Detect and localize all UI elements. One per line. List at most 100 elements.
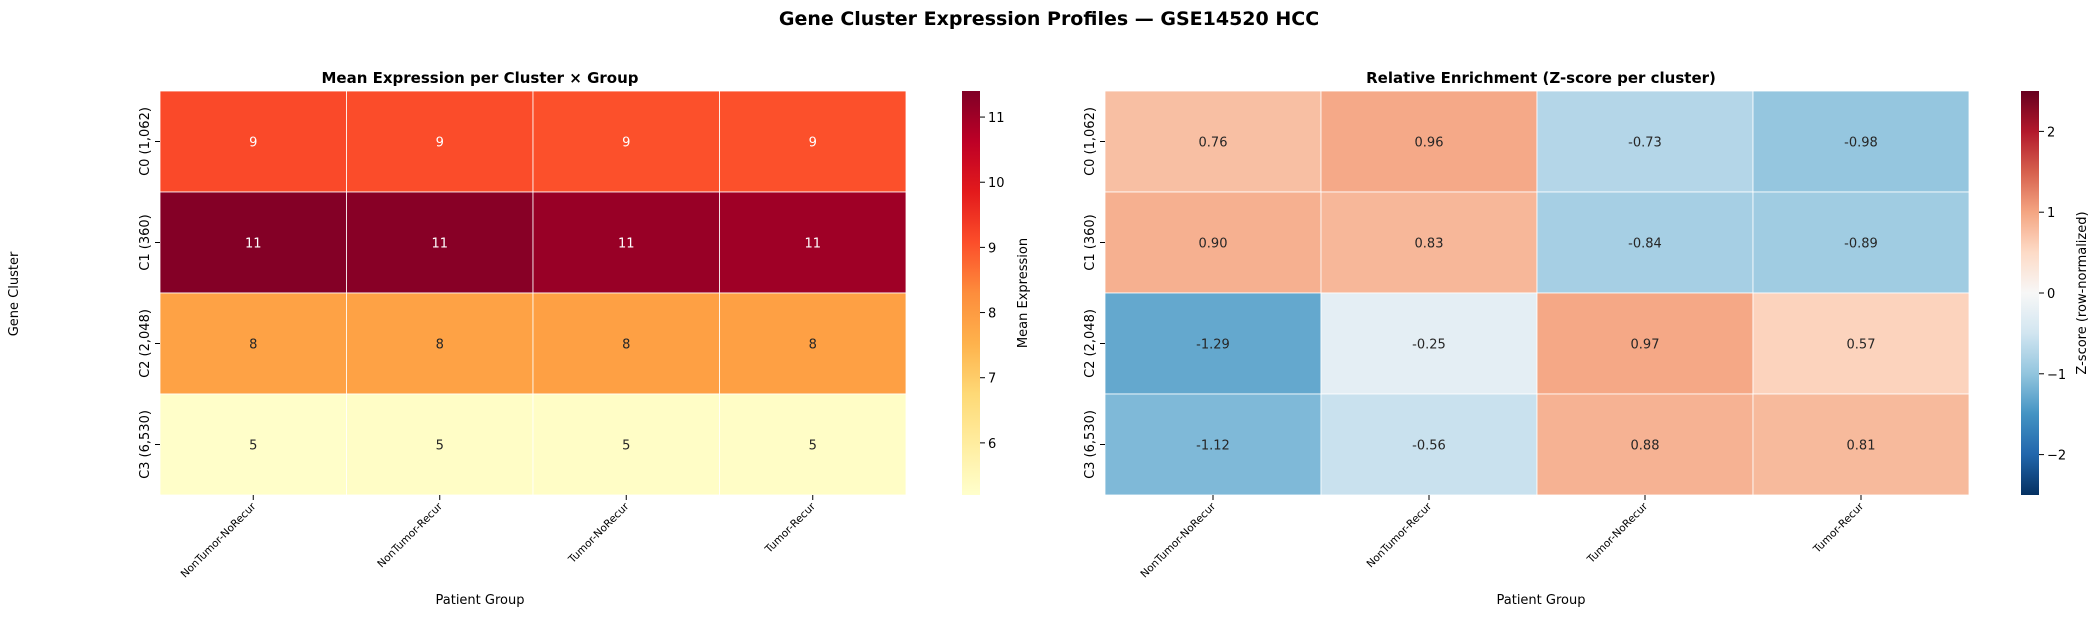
heatmap-mean-expression-colorbar-gradient [962, 91, 980, 495]
heatmap-mean-expression-cell-label: 9 [436, 136, 444, 151]
heatmap-mean-expression-xtick-label: Tumor-Recur [762, 500, 818, 556]
heatmap-mean-expression-cell-label: 8 [436, 338, 444, 353]
heatmap-zscore-cell-label: 0.76 [1199, 136, 1228, 151]
heatmap-zscore-colorbar-tick-label: −1 [2047, 368, 2066, 383]
heatmap-mean-expression-colorbar-tick-label: 11 [988, 111, 1005, 126]
heatmap-mean-expression-cell [159, 393, 347, 496]
heatmap-zscore-cell [1536, 191, 1754, 294]
heatmap-zscore-cell-label: 0.88 [1631, 439, 1660, 454]
heatmap-mean-expression-cell [346, 393, 534, 496]
heatmap-mean-expression-colorbar-tick-label: 8 [988, 307, 996, 322]
heatmap-zscore-cell [1320, 191, 1538, 294]
heatmap-mean-expression-cell-label: 5 [622, 439, 630, 454]
heatmap-mean-expression-yticks: C0 (1,062) C1 (360) C2 (2,048) C3 (6,530) [138, 107, 160, 479]
heatmap-zscore-cell [1536, 90, 1754, 193]
heatmap-zscore-cell [1104, 191, 1322, 294]
heatmap-mean-expression-cell-label: 11 [431, 237, 448, 252]
heatmap-mean-expression-colorbar-tick-label: 10 [988, 176, 1005, 191]
heatmap-mean-expression-title: Mean Expression per Cluster × Group [321, 69, 638, 87]
heatmap-mean-expression-xtick-label: NonTumor-Recur [375, 500, 445, 570]
heatmap-mean-expression-cell-label: 9 [809, 136, 817, 151]
heatmap-zscore-cell-label: -0.73 [1628, 136, 1662, 151]
heatmap-mean-expression-cell [719, 393, 907, 496]
heatmap-zscore-xtick-label: Tumor-NoRecur [1584, 500, 1650, 566]
heatmap-zscore-xlabel: Patient Group [1497, 593, 1586, 608]
heatmap-zscore-cell-label: -0.89 [1844, 237, 1878, 252]
heatmap-zscore-cell-label: 0.81 [1847, 439, 1876, 454]
heatmap-mean-expression-cell-label: 5 [436, 439, 444, 454]
heatmap-zscore-colorbar-tick-label: 1 [2047, 206, 2055, 221]
heatmap-zscore-xtick-label: NonTumor-Recur [1364, 500, 1434, 570]
heatmap-zscore-cell-label: 0.83 [1415, 237, 1444, 252]
heatmap-zscore-colorbar-gradient [2021, 91, 2039, 495]
heatmap-zscore-cell [1752, 292, 1970, 395]
mean-expression-colorbar: 6 7 8 9 10 11 Mean Expression [962, 91, 1031, 495]
heatmap-zscore-cell-label: -0.25 [1412, 338, 1446, 353]
heatmap-zscore-cell [1104, 90, 1322, 193]
heatmap-mean-expression-ytick-label: C2 (2,048) [138, 309, 153, 378]
heatmap-mean-expression-cell-label: 8 [622, 338, 630, 353]
heatmap-zscore-cell-label: 0.90 [1199, 237, 1228, 252]
heatmap-zscore-cell-label: -1.29 [1196, 338, 1230, 353]
heatmap-zscore-cell-label: 0.97 [1631, 338, 1660, 353]
heatmap-mean-expression-cell [346, 90, 534, 193]
heatmap-mean-expression-cell [532, 191, 720, 294]
heatmap-zscore-xtick-label: Tumor-Recur [1811, 500, 1867, 556]
heatmap-zscore-ytick-label: C3 (6,530) [1083, 410, 1098, 479]
heatmap-zscore-yticks: C0 (1,062) C1 (360) C2 (2,048) C3 (6,530) [1083, 107, 1105, 479]
heatmap-mean-expression-ytick-label: C0 (1,062) [138, 107, 153, 176]
heatmap-zscore-ytick-label: C0 (1,062) [1083, 107, 1098, 176]
heatmap-zscore-cell [1104, 292, 1322, 395]
heatmap-mean-expression-xticks: NonTumor-NoRecur NonTumor-Recur Tumor-NoRe… [179, 495, 818, 580]
heatmap-zscore-colorbar-tick-label: 0 [2047, 287, 2055, 302]
heatmap-zscore-cell-label: -0.84 [1628, 237, 1662, 252]
heatmap-zscore-ytick-label: C2 (2,048) [1083, 309, 1098, 378]
heatmap-mean-expression-ylabel: Gene Cluster [7, 251, 22, 336]
heatmap-mean-expression: Mean Expression per Cluster × Group 9 9 9 9… [7, 69, 1031, 608]
heatmap-mean-expression-colorbar-tick-label: 6 [988, 437, 996, 452]
heatmap-zscore: Relative Enrichment (Z-score per cluster… [1083, 69, 2090, 608]
heatmap-zscore-cell [1320, 90, 1538, 193]
heatmap-zscore-cell [1320, 393, 1538, 496]
heatmap-mean-expression-cell [532, 393, 720, 496]
heatmap-mean-expression-cell-label: 5 [809, 439, 817, 454]
heatmap-mean-expression-cell-label: 11 [245, 237, 262, 252]
heatmap-mean-expression-cell [346, 292, 534, 395]
heatmap-zscore-cell [1752, 191, 1970, 294]
heatmap-mean-expression-cell-label: 5 [249, 439, 257, 454]
heatmap-mean-expression-cell [719, 90, 907, 193]
heatmap-mean-expression-cell [159, 90, 347, 193]
heatmap-mean-expression-ytick-label: C1 (360) [138, 214, 153, 270]
heatmap-zscore-xtick-label: NonTumor-NoRecur [1138, 500, 1218, 580]
heatmap-mean-expression-cell-label: 11 [618, 237, 635, 252]
heatmap-zscore-cell [1536, 393, 1754, 496]
heatmap-zscore-cell-label: 0.57 [1847, 338, 1876, 353]
zscore-colorbar: −2 −1 0 1 2 Z-score (row-normalized) [2021, 91, 2090, 495]
heatmap-mean-expression-cell [346, 191, 534, 294]
heatmap-mean-expression-cell [719, 292, 907, 395]
heatmap-mean-expression-cell-label: 9 [249, 136, 257, 151]
heatmap-mean-expression-cell-label: 9 [622, 136, 630, 151]
heatmap-zscore-title: Relative Enrichment (Z-score per cluster… [1366, 69, 1716, 87]
heatmap-zscore-cell-label: 0.96 [1415, 136, 1444, 151]
heatmap-zscore-colorbar-tick-label: 2 [2047, 125, 2055, 140]
heatmap-mean-expression-cell [159, 191, 347, 294]
heatmap-mean-expression-cell-label: 11 [804, 237, 821, 252]
heatmap-zscore-cell [1752, 90, 1970, 193]
heatmap-mean-expression-cells: 9 9 9 9 11 11 11 11 8 8 8 8 5 5 5 5 [159, 90, 907, 496]
heatmap-zscore-cell [1536, 292, 1754, 395]
heatmap-mean-expression-colorbar-tick-label: 9 [988, 241, 996, 256]
heatmap-zscore-cells: 0.76 0.96 -0.73 -0.98 0.90 0.83 -0.84 -0.89 -1.2… [1104, 90, 1970, 496]
heatmap-zscore-cell [1320, 292, 1538, 395]
figure-suptitle: Gene Cluster Expression Profiles — GSE14… [779, 8, 1319, 30]
heatmap-zscore-cell-label: -0.98 [1844, 136, 1878, 151]
heatmap-mean-expression-xtick-label: Tumor-NoRecur [566, 500, 632, 566]
heatmap-zscore-colorbar-tick-label: −2 [2047, 449, 2066, 464]
heatmap-zscore-cell-label: -0.56 [1412, 439, 1446, 454]
heatmap-mean-expression-xlabel: Patient Group [436, 593, 525, 608]
heatmap-mean-expression-cell [532, 90, 720, 193]
heatmap-zscore-xticks: NonTumor-NoRecur NonTumor-Recur Tumor-NoRe… [1138, 495, 1867, 580]
heatmap-mean-expression-cell-label: 8 [809, 338, 817, 353]
heatmap-mean-expression-cell [719, 191, 907, 294]
